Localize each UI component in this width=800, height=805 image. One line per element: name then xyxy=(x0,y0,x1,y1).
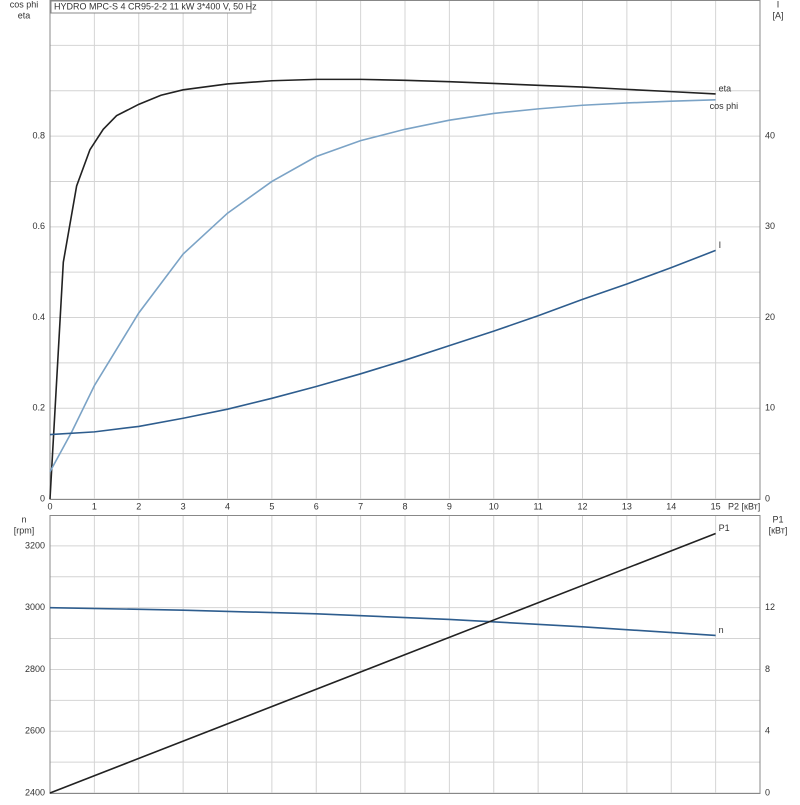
y-tick-label: 0.4 xyxy=(32,312,45,322)
x-tick-label: 2 xyxy=(136,501,141,511)
plot-border xyxy=(49,0,761,500)
x-tick-label: 1 xyxy=(92,501,97,511)
series-label: I xyxy=(719,240,722,250)
x-tick-label: 13 xyxy=(622,501,632,511)
series-label: eta xyxy=(719,83,732,93)
y2-axis-label: I xyxy=(777,0,780,9)
series-line xyxy=(49,532,716,794)
y2-tick-label: 4 xyxy=(765,726,770,736)
y-tick-label: 0.2 xyxy=(32,403,45,413)
x-tick-label: 0 xyxy=(47,501,52,511)
x-axis-label: P2 [кВт] xyxy=(728,501,760,511)
y-axis-label: cos phi xyxy=(10,0,39,9)
series-line xyxy=(49,99,716,473)
y-tick-label: 2800 xyxy=(25,664,45,674)
series-label: cos phi xyxy=(710,101,739,111)
y2-tick-label: 40 xyxy=(765,130,775,140)
plot-border xyxy=(49,515,761,794)
x-tick-label: 14 xyxy=(666,501,676,511)
chart-title: HYDRO MPC-S 4 CR95-2-2 11 kW 3*400 V, 50… xyxy=(54,1,257,11)
x-tick-label: 4 xyxy=(225,501,230,511)
y2-tick-label: 0 xyxy=(765,787,770,797)
x-tick-label: 15 xyxy=(711,501,721,511)
y-tick-label: 3200 xyxy=(25,540,45,550)
series-line xyxy=(49,78,716,500)
series-line xyxy=(49,249,716,436)
x-tick-label: 9 xyxy=(447,501,452,511)
y-tick-label: 2400 xyxy=(25,787,45,797)
y-tick-label: 2600 xyxy=(25,726,45,736)
y-axis-label: eta xyxy=(18,10,31,20)
x-tick-label: 11 xyxy=(533,501,542,511)
y-axis-label: [rpm] xyxy=(14,525,35,535)
title-box xyxy=(50,0,252,14)
x-tick-label: 3 xyxy=(181,501,186,511)
y2-tick-label: 30 xyxy=(765,221,775,231)
y-tick-label: 0 xyxy=(40,493,45,503)
y2-tick-label: 8 xyxy=(765,664,770,674)
x-tick-label: 10 xyxy=(489,501,499,511)
x-tick-label: 6 xyxy=(314,501,319,511)
x-tick-label: 7 xyxy=(358,501,363,511)
y2-tick-label: 20 xyxy=(765,312,775,322)
series-label: n xyxy=(719,625,724,635)
y2-axis-label: [A] xyxy=(772,10,783,20)
y-tick-label: 0.8 xyxy=(32,130,45,140)
x-tick-label: 5 xyxy=(269,501,274,511)
y2-tick-label: 0 xyxy=(765,493,770,503)
y2-axis-label: P1 xyxy=(772,514,783,524)
x-tick-label: 12 xyxy=(577,501,587,511)
y-axis-label: n xyxy=(21,514,26,524)
y-tick-label: 0.6 xyxy=(32,221,45,231)
y2-tick-label: 10 xyxy=(765,403,775,413)
series-label: P1 xyxy=(719,523,730,533)
y2-axis-label: [кВт] xyxy=(769,525,788,535)
series-line xyxy=(49,606,716,637)
y2-tick-label: 12 xyxy=(765,602,775,612)
x-tick-label: 8 xyxy=(402,501,407,511)
y-tick-label: 3000 xyxy=(25,602,45,612)
